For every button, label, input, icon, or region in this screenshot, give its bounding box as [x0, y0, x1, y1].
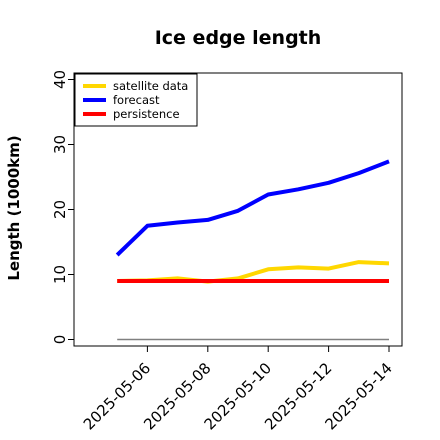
series-line-forecast: [115, 159, 390, 257]
y-tick-label: 20: [51, 200, 69, 219]
y-tick-label: 10: [51, 265, 69, 284]
legend-label-satellite-data: satellite data: [113, 79, 188, 93]
legend-label-persistence: persistence: [113, 107, 180, 121]
legend-label-forecast: forecast: [113, 93, 160, 107]
chart-title: Ice edge length: [155, 27, 322, 49]
y-tick-label: 30: [51, 135, 69, 154]
series-line-satellite-data: [117, 260, 390, 284]
y-axis-label: Length (1000km): [5, 135, 23, 280]
y-tick-label: 0: [51, 335, 69, 345]
y-tick-label: 40: [51, 70, 69, 89]
